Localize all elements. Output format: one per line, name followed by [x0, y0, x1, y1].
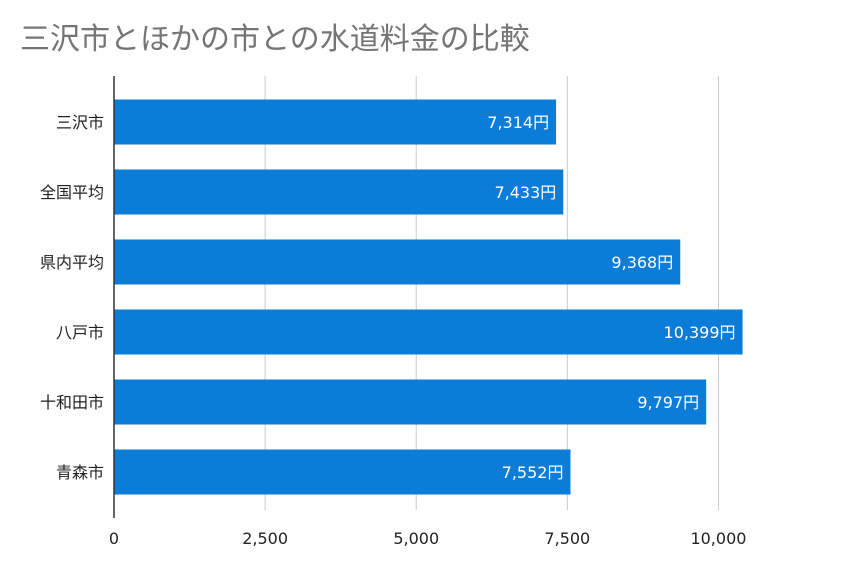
- x-tick-label: 10,000: [690, 529, 746, 548]
- x-tick-label: 7,500: [544, 529, 590, 548]
- bar: [114, 169, 564, 215]
- x-tick-label: 5,000: [393, 529, 439, 548]
- gridlines: [264, 76, 719, 510]
- tick-labels: 0 2,500 5,000 7,500 10,000: [109, 529, 747, 548]
- bar: [114, 99, 557, 145]
- bar: [114, 309, 743, 355]
- bar: [114, 449, 571, 495]
- data-label: 7,314円: [487, 113, 549, 132]
- category-label: 三沢市: [56, 113, 104, 132]
- category-label: 全国平均: [40, 183, 104, 202]
- x-tick-label: 2,500: [242, 529, 288, 548]
- category-label: 青森市: [56, 463, 104, 482]
- data-label: 9,797円: [637, 393, 699, 412]
- bars: [114, 99, 743, 495]
- data-label: 7,552円: [502, 463, 564, 482]
- data-label: 7,433円: [494, 183, 556, 202]
- category-label: 十和田市: [40, 393, 104, 412]
- bar: [114, 379, 707, 425]
- data-label: 10,399円: [664, 323, 736, 342]
- category-label: 八戸市: [56, 323, 104, 342]
- bar: [114, 239, 681, 285]
- data-labels: 7,314円 7,433円 9,368円 10,399円 9,797円 7,552円: [487, 113, 735, 482]
- x-tick-label: 0: [109, 529, 119, 548]
- chart-title: 三沢市とほかの市との水道料金の比較: [20, 22, 530, 57]
- data-label: 9,368円: [611, 253, 673, 272]
- category-label: 県内平均: [40, 253, 104, 272]
